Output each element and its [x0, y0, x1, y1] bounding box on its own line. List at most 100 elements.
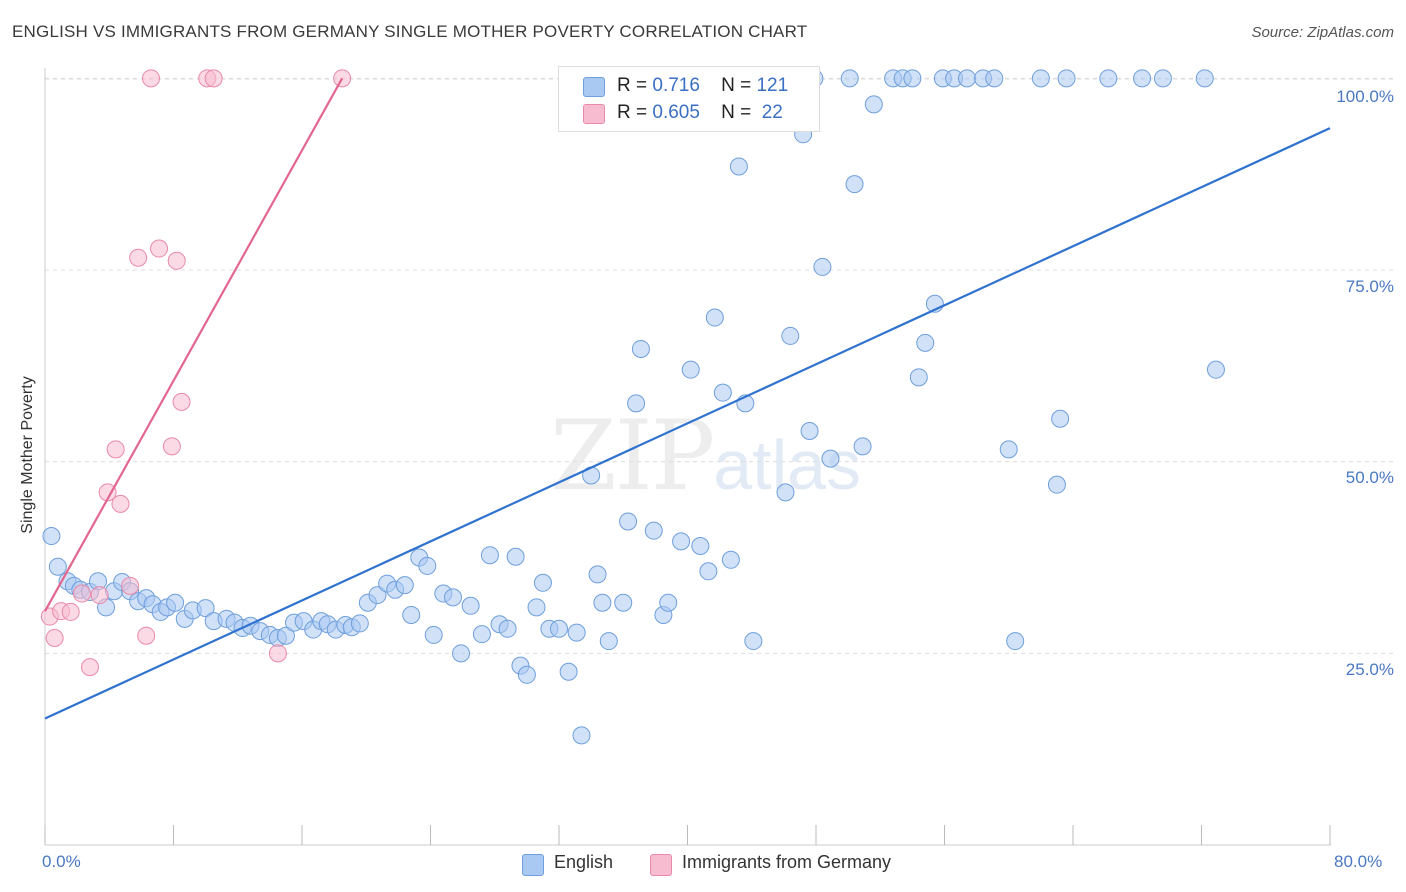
trendline-germany	[44, 77, 344, 612]
stats-legend-text: R = 0.716 N = 121	[617, 75, 788, 97]
y-axis-label: Single Mother Poverty	[19, 376, 36, 534]
r-label: R =	[617, 75, 648, 96]
data-point-english	[845, 175, 864, 194]
data-point-english	[572, 726, 591, 745]
data-point-english	[424, 625, 443, 644]
data-point-english	[368, 586, 387, 605]
data-point-english	[999, 440, 1018, 459]
data-point-english	[42, 527, 61, 546]
data-point-english	[402, 606, 421, 624]
x-tick-label-max: 80.0%	[1334, 852, 1383, 871]
data-point-germany	[142, 69, 161, 88]
data-point-germany	[162, 437, 181, 456]
data-point-english	[699, 562, 718, 581]
data-point-english	[550, 619, 568, 638]
data-point-germany	[61, 602, 80, 621]
data-point-english	[461, 596, 480, 615]
trendline-english	[44, 127, 1331, 720]
data-point-english	[631, 339, 650, 358]
data-point-english	[821, 449, 840, 468]
data-point-english	[599, 632, 618, 651]
data-point-english	[1099, 69, 1118, 88]
data-point-english	[840, 69, 859, 88]
data-point-english	[588, 565, 607, 584]
data-point-english	[903, 69, 922, 88]
n-value: 121	[756, 75, 789, 96]
stats-legend: R = 0.716 N = 121 R = 0.605 N = 22	[558, 66, 820, 132]
y-tick-label-100: 100.0%	[1336, 87, 1394, 106]
data-point-germany	[121, 576, 140, 595]
data-point-english	[472, 625, 491, 644]
r-value: 0.605	[652, 102, 700, 123]
data-point-germany	[150, 239, 169, 258]
data-point-english	[498, 619, 517, 638]
data-point-english	[721, 550, 740, 569]
data-point-english	[705, 308, 724, 327]
data-point-germany	[167, 251, 186, 270]
data-point-english	[813, 257, 832, 276]
data-point-english	[614, 593, 633, 612]
data-point-germany	[45, 629, 64, 647]
data-point-english	[672, 532, 691, 551]
data-point-english	[533, 573, 552, 592]
data-point-english	[517, 665, 536, 684]
data-point-germany	[137, 626, 156, 645]
y-tick-label-25: 25.0%	[1345, 660, 1394, 679]
y-tick-label-75: 75.0%	[1345, 277, 1394, 296]
data-point-english	[781, 326, 800, 345]
data-point-english	[166, 593, 185, 612]
data-point-english	[567, 623, 586, 642]
data-point-english	[418, 556, 437, 575]
r-value: 0.716	[652, 75, 700, 96]
data-point-english	[644, 521, 663, 540]
chart-title: ENGLISH VS IMMIGRANTS FROM GERMANY SINGL…	[12, 22, 808, 41]
data-point-english	[627, 394, 646, 413]
data-point-english	[350, 614, 369, 633]
data-point-germany	[90, 586, 109, 605]
data-point-english	[957, 69, 976, 88]
data-point-english	[527, 598, 546, 617]
y-tick-label-50: 50.0%	[1345, 468, 1394, 487]
data-point-germany	[80, 658, 99, 677]
data-point-english	[1006, 632, 1025, 651]
data-point-english	[1206, 360, 1225, 379]
data-point-english	[1153, 69, 1172, 88]
data-point-germany	[204, 69, 223, 88]
data-point-english	[443, 588, 462, 607]
legend-swatch-germany	[583, 104, 605, 124]
r-label: R =	[617, 102, 648, 123]
watermark-zip: ZIP	[550, 400, 715, 512]
n-label: N =	[721, 75, 752, 96]
data-point-english	[395, 576, 414, 595]
data-point-english	[480, 546, 499, 565]
data-point-english	[559, 662, 578, 681]
legend-swatch-english	[583, 77, 605, 97]
legend-swatch-english	[522, 854, 544, 876]
data-point-english	[691, 537, 710, 555]
legend-label-english: English	[554, 852, 614, 872]
data-point-germany	[172, 392, 191, 411]
data-point-english	[196, 599, 215, 618]
data-point-germany	[111, 494, 130, 513]
stats-legend-text: R = 0.605 N = 22	[617, 102, 783, 124]
data-point-english	[659, 593, 678, 612]
data-point-english	[864, 95, 883, 114]
data-point-english	[1195, 69, 1214, 88]
data-point-germany	[106, 440, 125, 459]
data-point-english	[744, 632, 763, 651]
data-point-english	[916, 333, 935, 352]
data-point-english	[713, 383, 732, 402]
x-tick-label-min: 0.0%	[42, 852, 81, 871]
data-point-english	[729, 157, 748, 176]
data-point-english	[1031, 69, 1050, 88]
data-point-english	[276, 626, 295, 645]
data-point-english	[909, 368, 928, 387]
data-point-germany	[129, 248, 148, 267]
n-value: 22	[761, 102, 783, 123]
data-point-english	[1133, 69, 1152, 88]
data-point-english	[506, 547, 525, 566]
legend-swatch-germany	[650, 854, 672, 876]
data-point-english	[1051, 409, 1070, 428]
data-point-english	[593, 593, 612, 612]
